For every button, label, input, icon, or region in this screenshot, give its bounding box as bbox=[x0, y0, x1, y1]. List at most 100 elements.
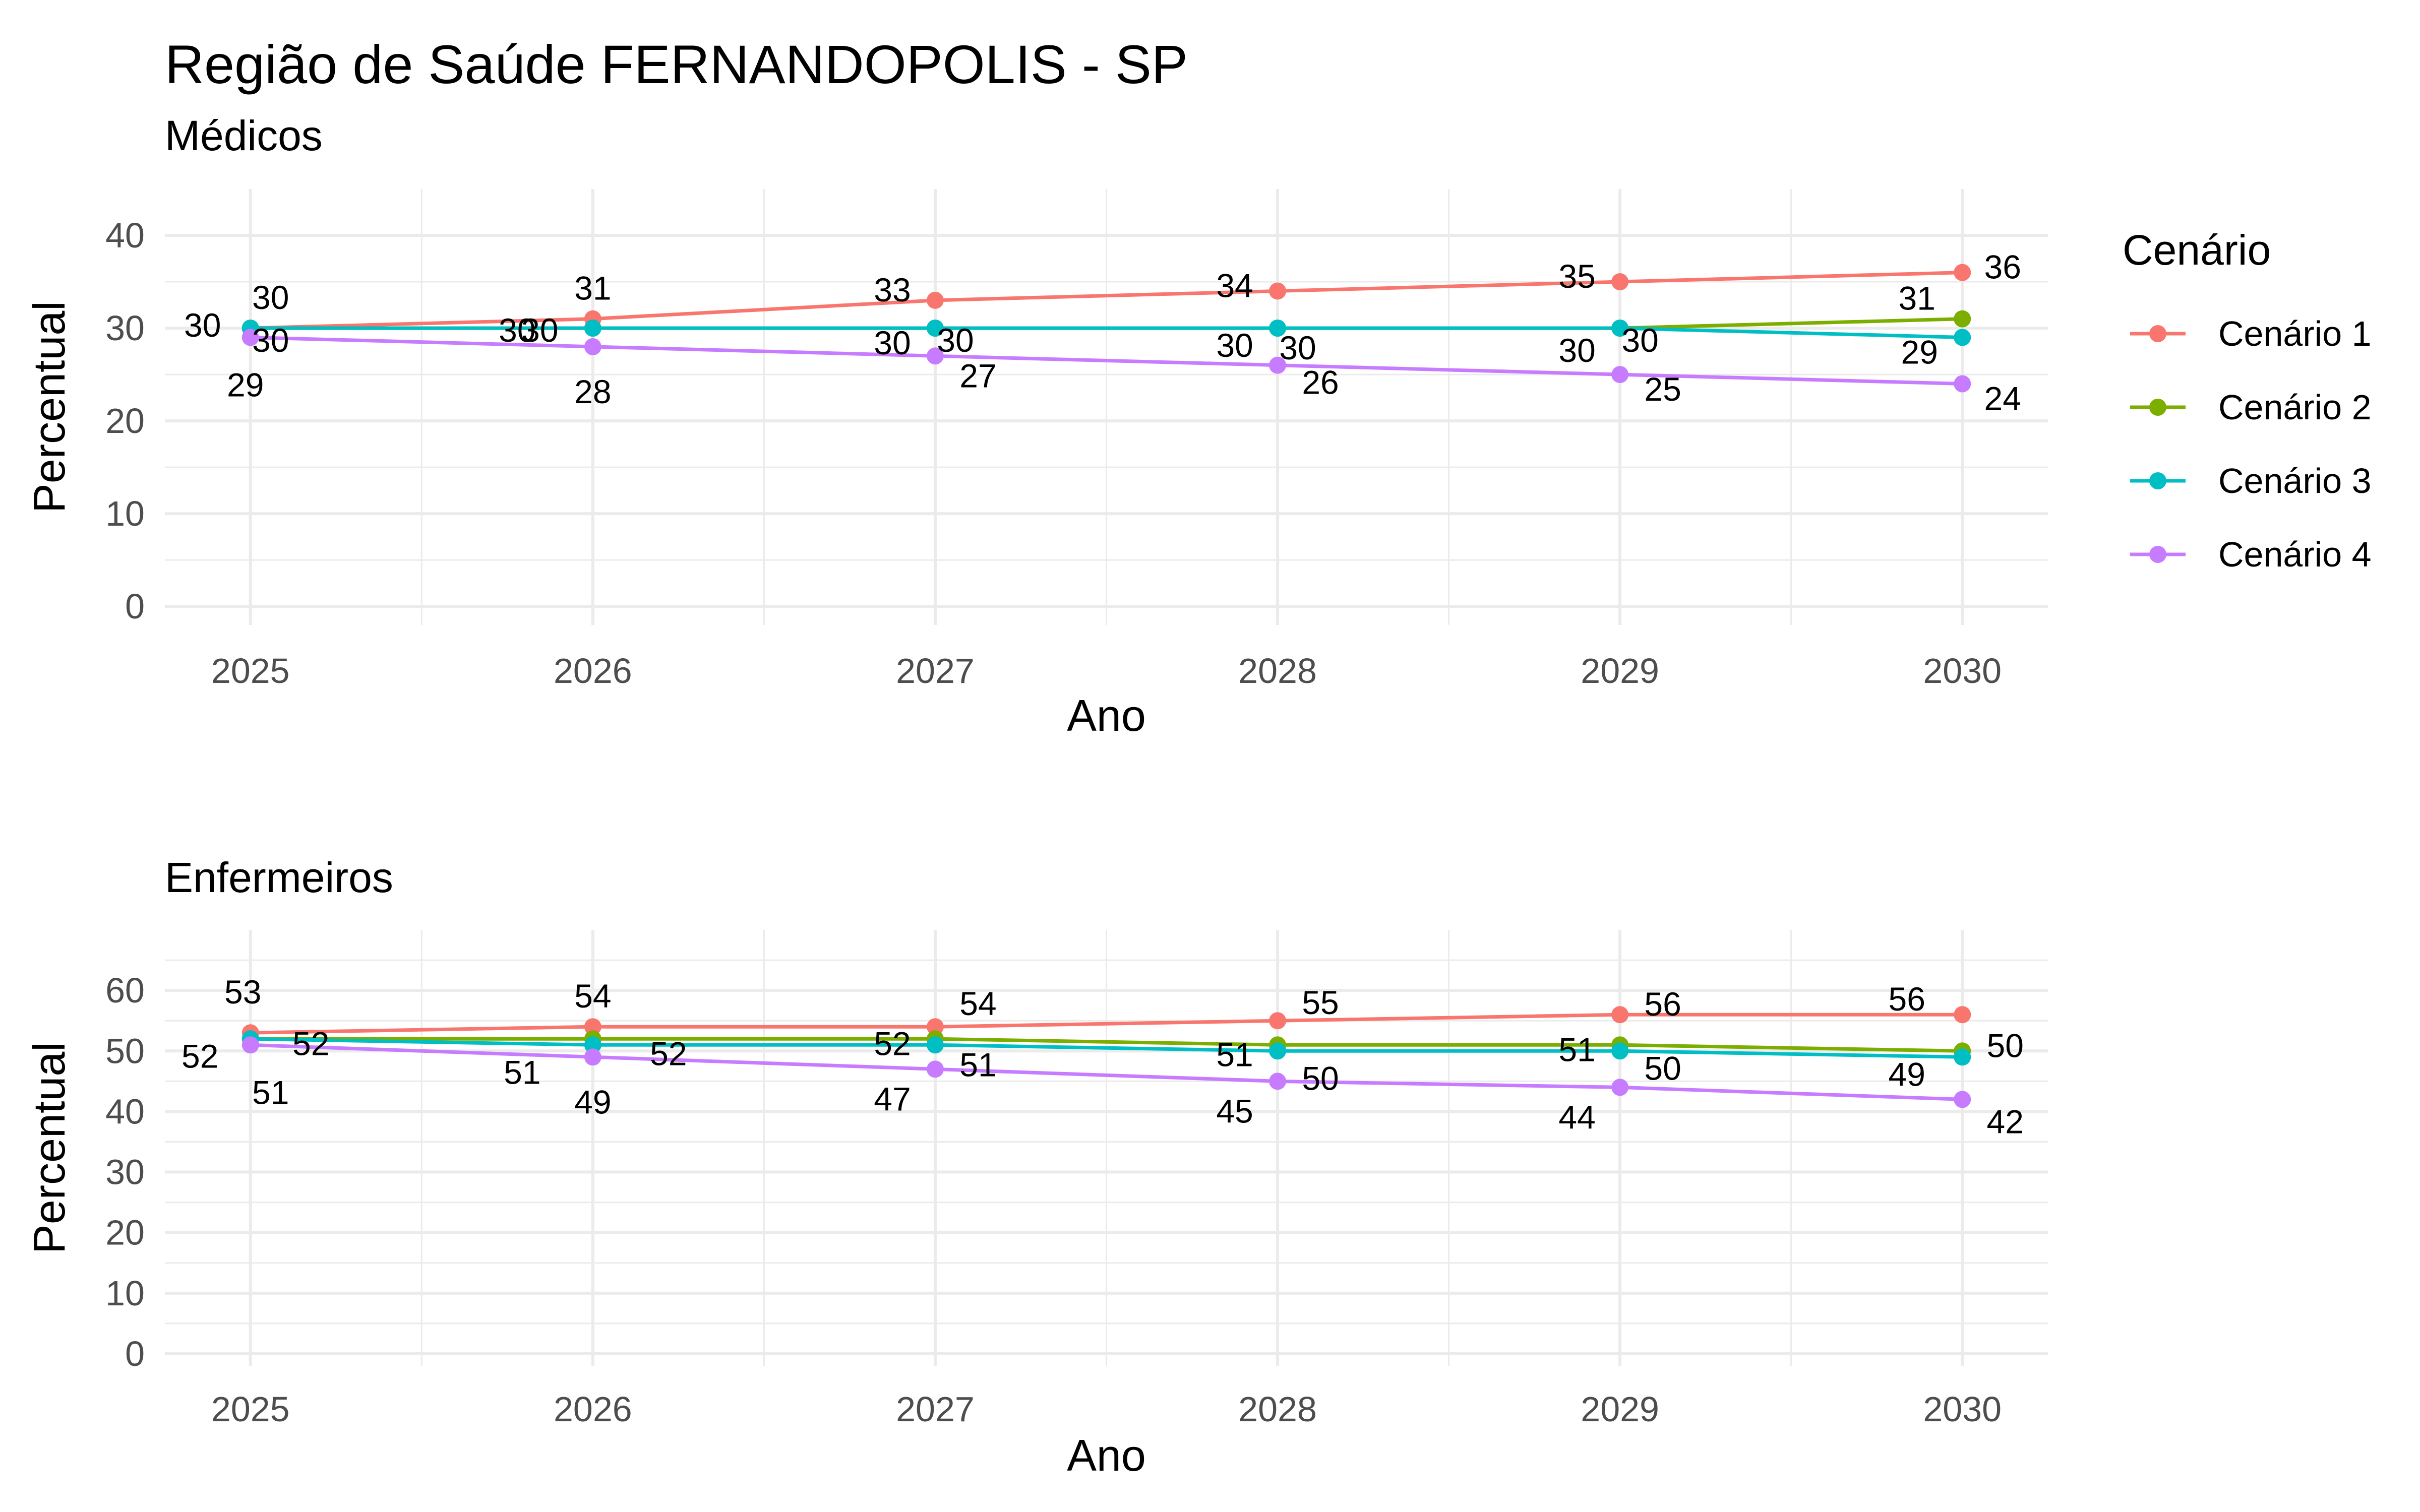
data-label: 31 bbox=[574, 270, 611, 307]
data-point bbox=[1954, 264, 1971, 281]
data-point bbox=[926, 320, 944, 337]
y-tick-label: 10 bbox=[105, 1274, 145, 1313]
data-point bbox=[584, 338, 601, 355]
x-tick-label: 2030 bbox=[1923, 651, 2002, 690]
y-tick-label: 30 bbox=[105, 308, 145, 348]
x-axis-title: Ano bbox=[1067, 690, 1146, 740]
data-label: 25 bbox=[1644, 370, 1681, 408]
data-label: 52 bbox=[874, 1025, 911, 1062]
y-tick-label: 40 bbox=[105, 1092, 145, 1131]
data-label: 45 bbox=[1216, 1092, 1253, 1129]
panel-subtitle: Enfermeiros bbox=[165, 854, 393, 901]
data-label: 30 bbox=[184, 306, 221, 344]
data-label: 50 bbox=[1987, 1027, 2024, 1064]
data-label: 51 bbox=[1216, 1036, 1253, 1073]
legend-key-point bbox=[2149, 399, 2166, 416]
data-point bbox=[1954, 375, 1971, 393]
legend-label: Cenário 1 bbox=[2218, 314, 2372, 353]
legend-item: Cenário 3 bbox=[2130, 461, 2372, 500]
data-point bbox=[1954, 329, 1971, 346]
y-tick-label: 10 bbox=[105, 494, 145, 533]
data-label: 34 bbox=[1216, 267, 1253, 304]
x-tick-label: 2028 bbox=[1238, 1390, 1317, 1429]
legend-label: Cenário 3 bbox=[2218, 461, 2372, 500]
y-tick-label: 0 bbox=[125, 587, 145, 626]
data-point bbox=[1954, 1048, 1971, 1066]
data-label: 30 bbox=[252, 279, 289, 316]
data-point bbox=[926, 347, 944, 365]
data-label: 51 bbox=[959, 1046, 996, 1083]
data-point bbox=[926, 291, 944, 309]
data-label: 44 bbox=[1558, 1098, 1595, 1136]
series-line bbox=[250, 271, 1963, 330]
y-tick-label: 20 bbox=[105, 1213, 145, 1252]
data-label: 52 bbox=[292, 1025, 329, 1062]
series-line bbox=[250, 335, 1963, 386]
data-label: 51 bbox=[252, 1074, 289, 1111]
data-point bbox=[1269, 282, 1287, 300]
data-point bbox=[1954, 1006, 1971, 1024]
data-label: 51 bbox=[1558, 1031, 1595, 1068]
data-point bbox=[1954, 1091, 1971, 1108]
data-label: 55 bbox=[1302, 984, 1339, 1021]
series-line bbox=[250, 1037, 1963, 1059]
data-label: 54 bbox=[574, 977, 611, 1015]
legend-label: Cenário 4 bbox=[2218, 535, 2372, 574]
data-point bbox=[1611, 273, 1629, 291]
data-point bbox=[1269, 320, 1287, 337]
data-point bbox=[1269, 1012, 1287, 1030]
y-tick-label: 30 bbox=[105, 1153, 145, 1192]
data-point bbox=[1611, 1079, 1629, 1096]
series-line bbox=[250, 326, 1963, 339]
data-point bbox=[584, 1048, 601, 1066]
data-label: 53 bbox=[224, 973, 261, 1011]
series-line bbox=[250, 1043, 1963, 1101]
x-tick-label: 2025 bbox=[211, 1390, 290, 1429]
y-axis-title: Percentual bbox=[24, 1042, 74, 1254]
data-label: 50 bbox=[1302, 1059, 1339, 1097]
data-label: 30 bbox=[1621, 322, 1658, 359]
data-label: 49 bbox=[1889, 1055, 1925, 1093]
data-label: 29 bbox=[1901, 333, 1938, 370]
data-label: 30 bbox=[252, 322, 289, 359]
data-label: 49 bbox=[574, 1083, 611, 1120]
data-label: 30 bbox=[521, 311, 558, 349]
data-label: 28 bbox=[574, 373, 611, 410]
data-label: 27 bbox=[959, 357, 996, 394]
data-point bbox=[241, 1036, 259, 1054]
data-label: 42 bbox=[1987, 1103, 2024, 1140]
data-point bbox=[1611, 1006, 1629, 1024]
data-label: 33 bbox=[874, 271, 911, 308]
legend: Cenário Cenário 1 Cenário 2 Cenário 3 Cenári… bbox=[2123, 226, 2372, 574]
y-tick-label: 20 bbox=[105, 401, 145, 440]
data-point bbox=[926, 1060, 944, 1078]
data-label: 31 bbox=[1899, 280, 1935, 317]
x-tick-label: 2027 bbox=[896, 1390, 975, 1429]
data-point bbox=[1611, 366, 1629, 384]
data-label: 50 bbox=[1644, 1049, 1681, 1087]
data-point bbox=[1954, 310, 1971, 328]
data-point bbox=[584, 1018, 601, 1036]
data-label: 30 bbox=[874, 324, 911, 361]
x-tick-label: 2026 bbox=[554, 1390, 632, 1429]
data-label: 56 bbox=[1889, 980, 1925, 1018]
data-point bbox=[584, 320, 601, 337]
legend-key-point bbox=[2149, 546, 2166, 563]
data-label: 26 bbox=[1302, 364, 1339, 401]
x-tick-label: 2030 bbox=[1923, 1390, 2002, 1429]
legend-item: Cenário 2 bbox=[2130, 388, 2372, 427]
x-tick-label: 2029 bbox=[1581, 651, 1659, 690]
x-tick-label: 2026 bbox=[554, 651, 632, 690]
y-tick-label: 60 bbox=[105, 971, 145, 1010]
data-label: 30 bbox=[1216, 327, 1253, 364]
data-label: 29 bbox=[227, 366, 264, 403]
panel-subtitle: Médicos bbox=[165, 112, 323, 159]
legend-title: Cenário bbox=[2123, 226, 2271, 274]
y-tick-label: 40 bbox=[105, 216, 145, 255]
legend-key-point bbox=[2149, 325, 2166, 342]
y-axis-title: Percentual bbox=[24, 301, 74, 513]
legend-item: Cenário 1 bbox=[2130, 314, 2372, 353]
